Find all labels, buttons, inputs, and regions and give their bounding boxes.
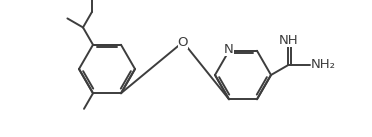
Text: O: O	[178, 35, 188, 48]
Text: N: N	[224, 43, 234, 56]
Text: NH: NH	[279, 34, 298, 46]
Text: NH₂: NH₂	[311, 58, 336, 72]
